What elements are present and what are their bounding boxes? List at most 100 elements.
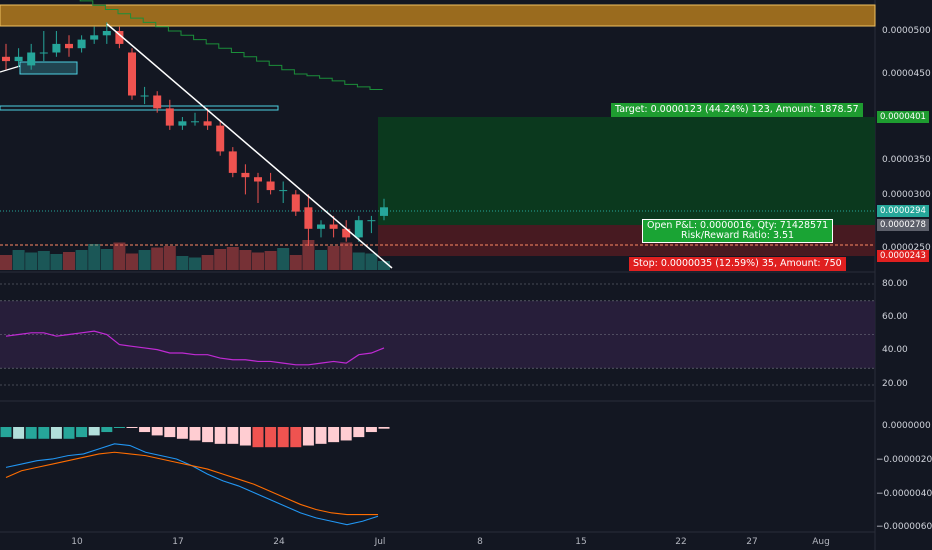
macd-histogram-bar xyxy=(139,427,151,433)
macd-histogram-bar xyxy=(214,427,226,444)
macd-tick: 0.0000000 xyxy=(882,421,931,431)
volume-bar xyxy=(252,252,264,270)
volume-bar xyxy=(264,251,277,270)
candle-body xyxy=(342,228,351,238)
stop-label[interactable]: Stop: 0.0000035 (12.59%) 35, Amount: 750 xyxy=(629,257,846,271)
candle-body xyxy=(128,52,136,96)
macd-tick: −0.0000040 xyxy=(876,489,932,499)
macd-histogram-bar xyxy=(63,427,75,439)
volume-bar xyxy=(113,242,126,270)
risk-reward-text: Risk/Reward Ratio: 3.51 xyxy=(681,230,795,241)
time-tick: 22 xyxy=(675,537,687,547)
volume-bar xyxy=(340,242,353,270)
macd-histogram-bar xyxy=(176,427,188,439)
candle-body xyxy=(304,207,313,229)
candle-body xyxy=(354,220,363,238)
current-price-badge: 0.0000294 xyxy=(877,205,929,217)
volume-bar xyxy=(289,255,302,270)
macd-histogram-bar xyxy=(302,427,314,446)
volume-bar xyxy=(315,250,327,270)
volume-bar xyxy=(163,246,176,270)
volume-bar xyxy=(189,257,201,270)
open-pnl-text: Open P&L: 0.0000016, Qty: 71428571 xyxy=(647,220,829,231)
macd-histogram-bar xyxy=(328,427,340,443)
rsi-tick: 20.00 xyxy=(882,379,908,389)
candle-body xyxy=(90,35,99,40)
volume-bar xyxy=(176,256,189,270)
volume-bar xyxy=(327,246,340,270)
macd-histogram-bar xyxy=(202,427,214,443)
target-price-badge: 0.0000401 xyxy=(877,111,929,123)
macd-tick: −0.0000020 xyxy=(876,455,932,465)
volume-bar xyxy=(12,250,25,270)
candle-body xyxy=(279,190,288,192)
open-pnl-label[interactable]: Open P&L: 0.0000016, Qty: 71428571 Risk/… xyxy=(642,219,834,243)
volume-bar xyxy=(277,248,290,270)
macd-histogram-bar xyxy=(340,427,352,441)
candle-body xyxy=(52,43,61,53)
volume-bar xyxy=(37,251,50,270)
candle-body xyxy=(254,177,262,182)
target-label[interactable]: Target: 0.0000123 (44.24%) 123, Amount: … xyxy=(611,103,863,117)
volume-bar xyxy=(214,249,227,270)
macd-histogram-bar xyxy=(353,427,365,438)
macd-histogram-bar xyxy=(315,427,327,444)
time-tick: 27 xyxy=(746,537,758,547)
candle-body xyxy=(203,121,212,126)
macd-histogram-bar xyxy=(252,427,264,448)
macd-histogram-bar xyxy=(13,427,25,439)
volume-bar xyxy=(100,249,113,270)
candle-body xyxy=(291,194,300,212)
candle-body xyxy=(14,56,23,62)
time-tick: 17 xyxy=(172,537,184,547)
macd-histogram-bar xyxy=(126,427,138,428)
volume-bar xyxy=(239,250,252,270)
price-tick: 0.0000250 xyxy=(882,243,931,253)
macd-histogram-bar xyxy=(265,427,277,448)
macd-histogram-bar xyxy=(25,427,37,439)
time-tick: Aug xyxy=(812,537,830,547)
volume-bar xyxy=(302,240,315,270)
candle-body xyxy=(140,95,149,97)
candle-body xyxy=(191,121,199,123)
rsi-tick: 80.00 xyxy=(882,279,908,289)
downtrend-line xyxy=(106,23,393,269)
volume-bar xyxy=(138,250,151,270)
rsi-line xyxy=(5,330,385,366)
candle-body xyxy=(102,31,111,36)
time-tick: 24 xyxy=(273,537,285,547)
volume-bar xyxy=(226,247,239,270)
macd-histogram-bar xyxy=(38,427,50,439)
trend-line-small xyxy=(0,65,21,73)
candle-body xyxy=(228,151,237,173)
candle-body xyxy=(39,52,48,54)
volume-bar xyxy=(378,261,390,270)
candle-body xyxy=(65,43,73,49)
candle-body xyxy=(27,52,36,66)
macd-histogram-bar xyxy=(239,427,251,446)
stop-price-badge: 0.0000243 xyxy=(877,250,929,262)
candle-body xyxy=(153,95,162,109)
candle-body xyxy=(317,224,325,229)
macd-histogram-bar xyxy=(0,427,12,438)
macd-histogram-bar xyxy=(365,427,377,433)
macd-histogram-bar xyxy=(378,427,390,429)
candle-body xyxy=(380,207,388,216)
volume-bar xyxy=(50,254,63,270)
volume-bar xyxy=(151,247,164,270)
signal-line xyxy=(5,451,378,516)
macd-histogram-bar xyxy=(113,427,125,428)
volume-bar xyxy=(201,255,214,270)
volume-bar xyxy=(25,252,38,270)
macd-histogram-bar xyxy=(227,427,239,444)
macd-tick: −0.0000060 xyxy=(876,522,932,532)
macd-histogram-bar xyxy=(151,427,163,436)
macd-histogram-bar xyxy=(101,427,113,433)
time-tick: 8 xyxy=(477,537,483,547)
candle-body xyxy=(178,121,187,126)
candle-body xyxy=(367,220,376,222)
price-tick: 0.0000500 xyxy=(882,26,931,36)
macd-histogram-bar xyxy=(290,427,302,448)
